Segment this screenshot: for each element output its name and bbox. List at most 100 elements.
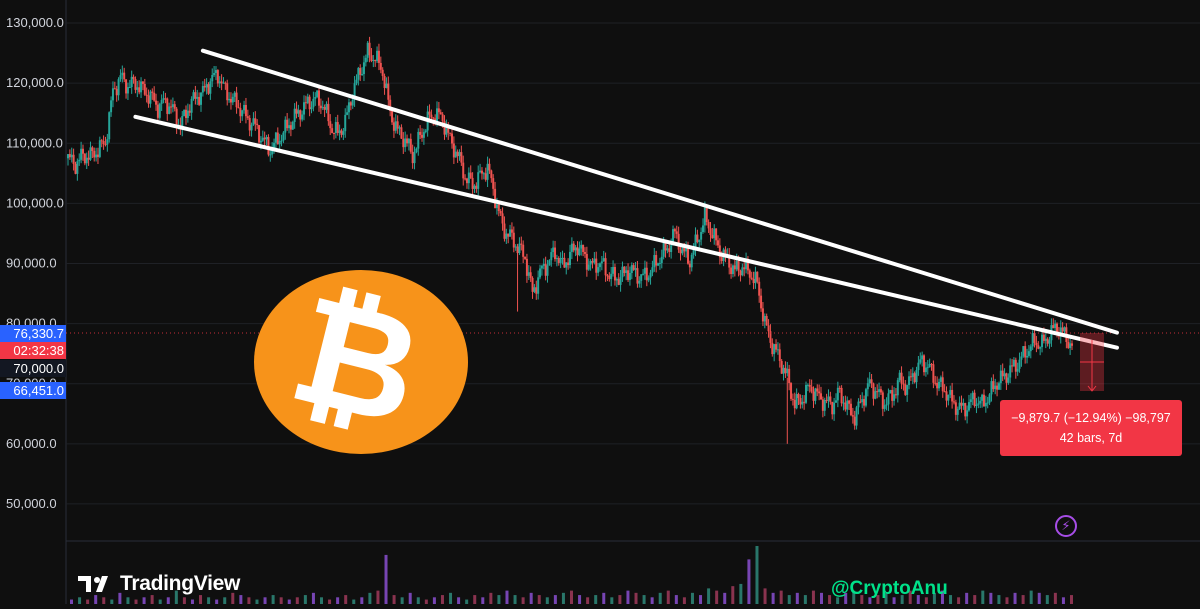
candle-body: [908, 376, 911, 386]
candle-body: [872, 383, 875, 399]
candle-body: [132, 76, 135, 80]
candle-body: [454, 151, 457, 158]
candle-body: [694, 234, 697, 250]
candle-body: [585, 253, 588, 270]
candle-body: [688, 263, 691, 268]
candle-body: [402, 138, 405, 148]
candle-body: [700, 232, 703, 240]
candle-body: [269, 154, 272, 156]
candle-body: [138, 87, 141, 93]
candle-body: [199, 92, 202, 105]
candle-body: [540, 265, 543, 269]
candle-body: [374, 59, 377, 62]
candle-body: [748, 270, 751, 278]
volume-bar: [190, 599, 194, 604]
candle-body: [527, 272, 530, 276]
candle-body: [619, 277, 622, 285]
candle-body: [951, 389, 954, 402]
candle-body: [1056, 323, 1059, 333]
candle-body: [1039, 347, 1042, 349]
volume-bar: [199, 595, 203, 604]
candle-body: [812, 391, 815, 401]
volume-bar: [489, 592, 493, 604]
candle-body: [441, 114, 444, 122]
candle-body: [703, 207, 706, 226]
candle-body: [653, 255, 656, 268]
volume-bar: [755, 546, 759, 604]
candle-body: [724, 249, 727, 256]
candle-body: [415, 148, 418, 153]
candle-body: [559, 258, 562, 263]
candle-body: [958, 402, 961, 409]
candle-body: [525, 258, 528, 276]
candle-body: [1041, 334, 1044, 348]
candle-body: [786, 368, 789, 374]
candle-body: [833, 402, 836, 415]
candle-body: [235, 92, 238, 108]
y-tick-label: 50,000.0: [6, 496, 57, 511]
candle-body: [353, 83, 356, 100]
candle-body: [803, 401, 806, 403]
candle-body: [696, 234, 699, 243]
candle-body: [638, 280, 641, 284]
candle-body: [325, 103, 328, 110]
candle-body: [228, 98, 231, 101]
candle-body: [617, 278, 620, 285]
candle-body: [359, 68, 362, 75]
volume-bar: [731, 586, 735, 604]
candle-body: [613, 267, 616, 281]
trend-lines[interactable]: [133, 48, 1119, 350]
candle-body: [679, 249, 682, 254]
alert-bolt-icon[interactable]: ⚡: [1055, 515, 1077, 537]
measure-tool[interactable]: [1080, 333, 1104, 392]
volume-bar: [416, 597, 420, 604]
candle-body: [67, 154, 69, 159]
candle-body: [531, 277, 534, 292]
candle-body: [681, 246, 684, 254]
candle-body: [745, 259, 748, 270]
volume-bar: [247, 597, 251, 604]
candle-body: [1007, 377, 1010, 383]
candle-body: [524, 256, 527, 259]
candle-body: [1003, 373, 1006, 377]
candle-body: [91, 147, 94, 151]
volume-bar: [666, 590, 670, 604]
volume-bar: [1029, 590, 1033, 604]
tradingview-logo[interactable]: TradingView: [78, 572, 240, 596]
candle-body: [791, 398, 794, 400]
candle-body: [555, 258, 558, 260]
candle-body: [982, 394, 985, 407]
volume-bar: [449, 592, 453, 604]
candle-body: [981, 394, 984, 401]
candle-body: [859, 401, 862, 403]
candle-body: [876, 391, 879, 393]
candle-body: [988, 394, 991, 403]
candle-body: [76, 161, 79, 174]
volume-bars: [70, 546, 1073, 604]
candle-body: [170, 106, 173, 108]
volume-bar: [320, 597, 323, 604]
candle-body: [949, 389, 952, 395]
candle-body: [739, 270, 742, 276]
candle-body: [576, 247, 579, 256]
candle-body: [788, 368, 791, 384]
candle-body: [583, 252, 586, 254]
candle-body: [537, 277, 540, 294]
candle-body: [239, 107, 242, 117]
volume-bar: [126, 597, 130, 604]
candle-body: [554, 247, 557, 260]
candle-body: [608, 275, 611, 280]
measure-info-box[interactable]: −9,879.7 (−12.94%) −98,797 42 bars, 7d: [1000, 400, 1182, 456]
candle-body: [582, 244, 585, 253]
candle-body: [548, 260, 551, 266]
volume-bar: [521, 597, 525, 604]
candle-body: [271, 149, 274, 155]
y-tick-label: 120,000.0: [6, 75, 64, 90]
volume-bar: [440, 595, 444, 604]
volume-bar: [602, 592, 606, 604]
candle-body: [851, 415, 854, 417]
volume-bar: [432, 597, 436, 604]
candle-body: [720, 257, 723, 262]
